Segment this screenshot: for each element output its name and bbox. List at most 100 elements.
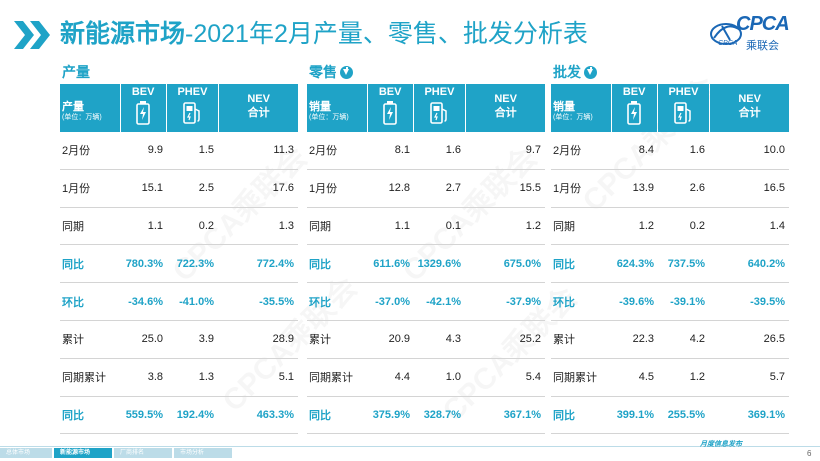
- row-label: 同比: [553, 258, 575, 271]
- header-cell-bev: BEV: [367, 84, 413, 132]
- header-cell-bev: BEV: [120, 84, 166, 132]
- header-cell-phev: PHEV: [657, 84, 710, 132]
- row-label: 1月份: [553, 183, 582, 196]
- cell-bev: 375.9%: [372, 408, 410, 421]
- cell-phev: 3.9: [198, 333, 214, 346]
- table-row: 同期累计 4.4 1.0 5.4: [307, 359, 545, 397]
- table-row: 累计 20.9 4.3 25.2: [307, 321, 545, 359]
- cell-phev: 1.3: [198, 371, 214, 384]
- cell-phev: -41.0%: [179, 295, 214, 308]
- cell-bev: 20.9: [388, 333, 410, 346]
- cell-phev: 1.6: [445, 144, 461, 157]
- table-row: 2月份 9.9 1.5 11.3: [60, 132, 298, 170]
- cell-phev: 2.5: [198, 182, 214, 195]
- page-number: 6: [807, 449, 812, 458]
- table-row: 同比 375.9% 328.7% 367.1%: [307, 397, 545, 435]
- table-header: 产量 (单位：万辆) BEV PHEV: [60, 84, 298, 132]
- table-row: 环比 -37.0% -42.1% -37.9%: [307, 283, 545, 321]
- table-row: 环比 -39.6% -39.1% -39.5%: [551, 283, 789, 321]
- cell-phev: 1.5: [198, 144, 214, 157]
- cell-nev: -37.9%: [506, 295, 541, 308]
- header-nev-label: NEV 合计: [466, 92, 545, 120]
- cell-bev: 780.3%: [125, 257, 163, 270]
- row-label: 累计: [553, 334, 575, 347]
- table-row: 累计 25.0 3.9 28.9: [60, 321, 298, 359]
- arrow-down-circle-icon: [584, 65, 597, 79]
- cell-bev: 4.4: [394, 371, 410, 384]
- cell-phev: 0.1: [445, 219, 461, 232]
- table-row: 2月份 8.4 1.6 10.0: [551, 132, 789, 170]
- cell-nev: 675.0%: [503, 257, 541, 270]
- row-label: 同比: [309, 258, 331, 271]
- footer-tabs: 总体市场 新能源市场 厂商排名 市场分析: [0, 448, 234, 461]
- cell-phev: 0.2: [198, 219, 214, 232]
- header-unit-label: (单位：万辆): [309, 114, 349, 121]
- header-cell-nev: NEV 合计: [710, 84, 789, 132]
- table-body: 2月份 9.9 1.5 11.3 1月份 15.1 2.5 17.6 同期 1.1 0.2 1.3 同比…: [60, 132, 298, 435]
- row-label: 同期: [553, 220, 575, 233]
- header-nev-line2: 合计: [494, 107, 517, 119]
- cell-nev: 5.4: [525, 371, 541, 384]
- header-unit-label: (单位：万辆): [553, 114, 593, 121]
- panel-label: 产量: [60, 62, 298, 82]
- row-label: 同期累计: [553, 372, 597, 385]
- tab-new-energy-market[interactable]: 新能源市场: [54, 448, 112, 458]
- cell-nev: 9.7: [525, 144, 541, 157]
- cell-phev: 1.6: [689, 144, 705, 157]
- double-chevron-icon: [14, 21, 50, 49]
- cell-phev: 255.5%: [667, 408, 705, 421]
- cell-nev: 367.1%: [503, 408, 541, 421]
- cell-bev: 559.5%: [125, 408, 163, 421]
- cell-bev: -34.6%: [128, 295, 163, 308]
- header-nev-label: NEV 合计: [219, 92, 298, 120]
- tab-market-analysis[interactable]: 市场分析: [174, 448, 232, 458]
- table-row: 2月份 8.1 1.6 9.7: [307, 132, 545, 170]
- logo-subtitle: 乘联会: [746, 40, 779, 52]
- cell-bev: -37.0%: [375, 295, 410, 308]
- header-nev-line2: 合计: [738, 107, 761, 119]
- tab-overall-market[interactable]: 总体市场: [0, 448, 52, 458]
- cell-nev: 28.9: [272, 333, 294, 346]
- header-metric-label: 销量: [309, 101, 331, 113]
- logo-mini-text: CPCA: [718, 40, 738, 47]
- table-row: 同期 1.1 0.1 1.2: [307, 208, 545, 246]
- table-row: 1月份 15.1 2.5 17.6: [60, 170, 298, 208]
- cell-phev: 1.2: [689, 371, 705, 384]
- table-row: 1月份 13.9 2.6 16.5: [551, 170, 789, 208]
- header-phev-label: PHEV: [177, 86, 208, 98]
- row-label: 环比: [553, 296, 575, 309]
- cell-nev: 25.2: [519, 333, 541, 346]
- cell-nev: 26.5: [763, 333, 785, 346]
- table-row: 1月份 12.8 2.7 15.5: [307, 170, 545, 208]
- arrow-down-circle-icon: [340, 65, 353, 79]
- cell-nev: 17.6: [272, 182, 294, 195]
- cell-bev: 13.9: [632, 182, 654, 195]
- row-label: 累计: [309, 334, 331, 347]
- cell-nev: 5.1: [278, 371, 294, 384]
- fuel-pump-icon: [430, 102, 448, 124]
- cell-phev: 1.0: [445, 371, 461, 384]
- row-label: 2月份: [553, 145, 582, 158]
- tab-manufacturer-ranking[interactable]: 厂商排名: [114, 448, 172, 458]
- cell-nev: 15.5: [519, 182, 541, 195]
- cell-nev: 369.1%: [747, 408, 785, 421]
- cell-phev: 2.7: [445, 182, 461, 195]
- battery-icon: [136, 101, 150, 125]
- cell-nev: 1.3: [278, 219, 294, 232]
- table-row: 同期 1.2 0.2 1.4: [551, 208, 789, 246]
- row-label: 环比: [309, 296, 331, 309]
- row-label: 1月份: [62, 183, 91, 196]
- cell-bev: 25.0: [141, 333, 163, 346]
- table-row: 环比 -34.6% -41.0% -35.5%: [60, 283, 298, 321]
- row-label: 同期累计: [309, 372, 353, 385]
- header-nev-line1: NEV: [247, 93, 270, 105]
- cell-bev: 399.1%: [616, 408, 654, 421]
- cell-nev: 1.2: [525, 219, 541, 232]
- panel-label-text: 产量: [62, 64, 90, 80]
- panel-label: 零售: [307, 62, 545, 82]
- table-row: 同比 559.5% 192.4% 463.3%: [60, 397, 298, 435]
- cell-nev: 772.4%: [256, 257, 294, 270]
- header-metric-label: 销量: [553, 101, 575, 113]
- cell-phev: 722.3%: [176, 257, 214, 270]
- table-row: 同比 611.6% 1329.6% 675.0%: [307, 245, 545, 284]
